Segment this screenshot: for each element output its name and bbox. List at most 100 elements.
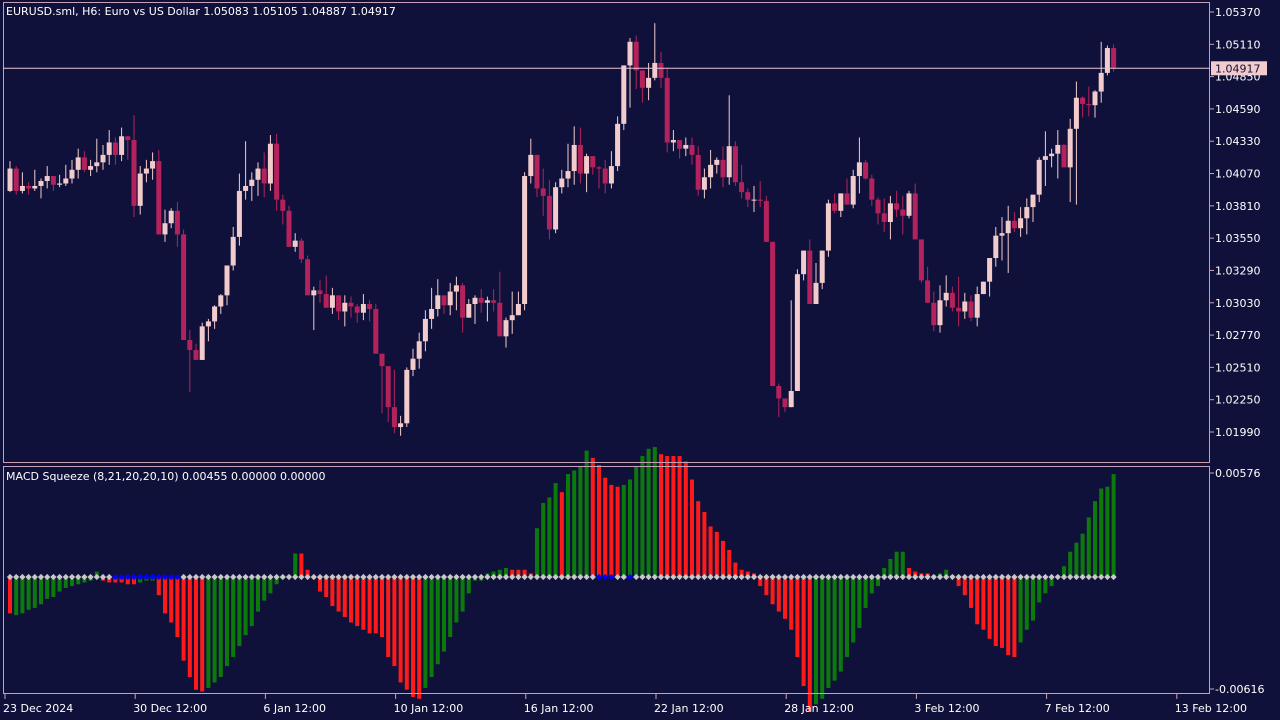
candle (801, 250, 807, 281)
candle-body (819, 250, 825, 283)
squeeze-dot (490, 573, 497, 581)
candle (373, 304, 379, 354)
candle (937, 285, 943, 333)
candle (416, 332, 422, 369)
macd-histogram-bar (454, 577, 459, 623)
macd-histogram-bar (944, 569, 949, 577)
squeeze-dot (285, 573, 293, 581)
macd-histogram-bar (578, 466, 583, 577)
macd-histogram-bar (907, 567, 911, 577)
macd-histogram-bar (1080, 533, 1085, 577)
squeeze-dot (924, 573, 931, 581)
squeeze-dot (347, 573, 355, 581)
macd-histogram-bar (398, 577, 403, 683)
squeeze-dot (633, 573, 640, 581)
candle (1067, 118, 1073, 203)
candle-body (460, 285, 466, 318)
candle-body (838, 193, 844, 211)
macd-histogram-bar (342, 577, 347, 617)
candle-body (658, 62, 664, 78)
candle (763, 195, 769, 242)
macd-histogram-bar (349, 577, 353, 623)
candle (894, 190, 900, 218)
candle-body (32, 185, 38, 189)
squeeze-dot (571, 573, 578, 581)
candle-body (491, 300, 497, 303)
candle-body (385, 366, 391, 408)
macd-histogram-bar (634, 466, 639, 577)
macd-histogram-bar (70, 577, 74, 587)
candle (100, 144, 106, 170)
current-price-marker (1211, 61, 1267, 76)
squeeze-dot (856, 573, 863, 581)
squeeze-dot (242, 573, 249, 581)
macd-histogram-bar (225, 577, 229, 667)
candle (348, 296, 354, 318)
candle (199, 322, 205, 360)
macd-histogram-bar (845, 577, 849, 657)
squeeze-dot (781, 573, 789, 581)
macd-histogram-bar (386, 577, 391, 657)
candle-body (57, 183, 63, 185)
price-tick-label: 1.02250 (1215, 394, 1261, 407)
squeeze-dot (1054, 573, 1061, 581)
squeeze-dot (1011, 573, 1018, 581)
macd-histogram-bar (1049, 577, 1054, 587)
squeeze-dot (440, 573, 448, 581)
candle (869, 174, 875, 206)
candle (193, 343, 199, 360)
candle-body (726, 146, 732, 178)
macd-histogram-bar (1031, 577, 1035, 621)
macd-histogram-bar (305, 569, 310, 577)
squeeze-dot (800, 573, 807, 581)
candle (106, 130, 112, 165)
candle (751, 185, 757, 213)
candle (925, 266, 931, 303)
squeeze-dot (540, 573, 547, 581)
candle (528, 138, 534, 184)
candle-body (956, 307, 962, 312)
macd-histogram-bar (696, 501, 701, 577)
candle (577, 127, 583, 184)
candle-body (280, 199, 286, 211)
candle (813, 263, 819, 305)
candle-body (1080, 97, 1086, 104)
candle (150, 152, 156, 180)
squeeze-dot (986, 573, 993, 581)
candle-body (1073, 97, 1079, 129)
candle-body (1055, 144, 1061, 154)
candle (757, 180, 763, 208)
candle (962, 292, 968, 319)
candle (602, 159, 608, 194)
candle (360, 294, 366, 321)
squeeze-dot (304, 573, 311, 581)
squeeze-dot (905, 573, 913, 581)
candle (1030, 194, 1036, 222)
macd-histogram-bar (63, 577, 68, 588)
macd-histogram-bar (665, 456, 670, 577)
macd-histogram-bar (1037, 577, 1042, 603)
squeeze-dot (1042, 573, 1049, 581)
macd-histogram-bar (175, 577, 180, 637)
candle (608, 151, 614, 189)
macd-histogram-bar (1006, 577, 1011, 656)
candle-body (540, 188, 546, 196)
candle-body (342, 302, 348, 312)
macd-histogram-bar (274, 577, 279, 585)
candle-body (1005, 220, 1011, 234)
candle (69, 159, 75, 184)
candle-body (205, 321, 211, 327)
macd-histogram-bar (869, 577, 874, 594)
macd-histogram (6, 447, 1117, 712)
macd-histogram-bar (1111, 474, 1116, 577)
squeeze-dot (316, 573, 324, 581)
candle-body (937, 300, 943, 326)
candle (546, 179, 552, 240)
candle (1080, 96, 1086, 118)
squeeze-dot (819, 573, 826, 581)
squeeze-dot (657, 573, 665, 581)
macd-histogram-bar (541, 502, 546, 577)
current-price-label: 1.04917 (1215, 62, 1261, 75)
candle-body (987, 258, 993, 282)
